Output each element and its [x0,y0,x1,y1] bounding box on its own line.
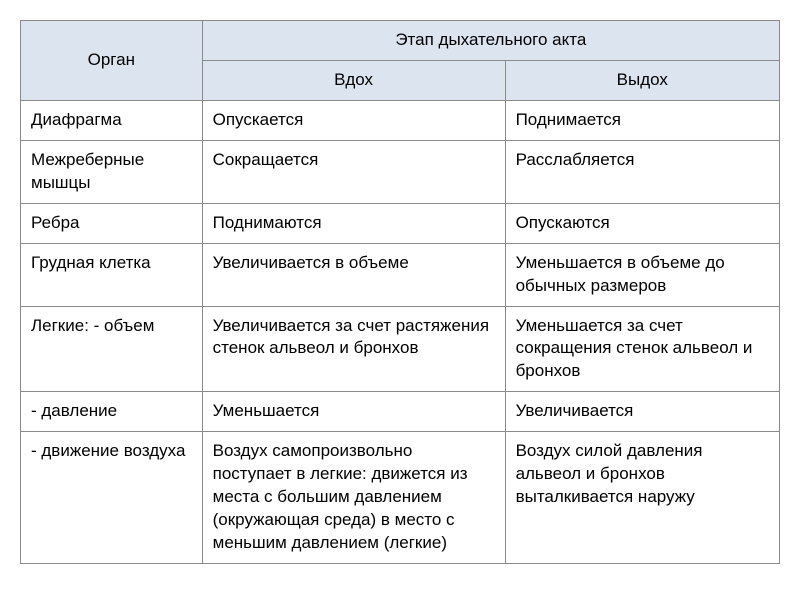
cell-inhale: Воздух самопроизвольно поступает в легки… [202,432,505,564]
header-organ: Орган [21,21,203,101]
cell-inhale: Опускается [202,100,505,140]
header-exhale: Выдох [505,60,779,100]
cell-inhale: Сокращается [202,140,505,203]
table-row: Легкие: - объем Увеличивается за счет ра… [21,306,780,392]
header-inhale: Вдох [202,60,505,100]
table-row: - давление Уменьшается Увеличивается [21,392,780,432]
cell-inhale: Увеличивается в объеме [202,243,505,306]
cell-exhale: Увеличивается [505,392,779,432]
cell-exhale: Уменьшается в объеме до обычных размеров [505,243,779,306]
table-row: Грудная клетка Увеличивается в объеме Ум… [21,243,780,306]
header-phase: Этап дыхательного акта [202,21,779,61]
cell-exhale: Опускаются [505,203,779,243]
cell-organ: Грудная клетка [21,243,203,306]
cell-inhale: Уменьшается [202,392,505,432]
cell-inhale: Увеличивается за счет растяжения стенок … [202,306,505,392]
cell-organ: - давление [21,392,203,432]
breathing-phases-table: Орган Этап дыхательного акта Вдох Выдох … [20,20,780,564]
table-body: Диафрагма Опускается Поднимается Межребе… [21,100,780,563]
cell-organ: Диафрагма [21,100,203,140]
cell-organ: Легкие: - объем [21,306,203,392]
table-row: - движение воздуха Воздух самопроизвольн… [21,432,780,564]
cell-organ: - движение воздуха [21,432,203,564]
cell-exhale: Уменьшается за счет сокращения стенок ал… [505,306,779,392]
table-row: Диафрагма Опускается Поднимается [21,100,780,140]
cell-organ: Ребра [21,203,203,243]
cell-exhale: Расслабляется [505,140,779,203]
table-row: Ребра Поднимаются Опускаются [21,203,780,243]
cell-inhale: Поднимаются [202,203,505,243]
cell-exhale: Поднимается [505,100,779,140]
cell-organ: Межреберные мышцы [21,140,203,203]
cell-exhale: Воздух силой давления альвеол и бронхов … [505,432,779,564]
table-row: Межреберные мышцы Сокращается Расслабляе… [21,140,780,203]
